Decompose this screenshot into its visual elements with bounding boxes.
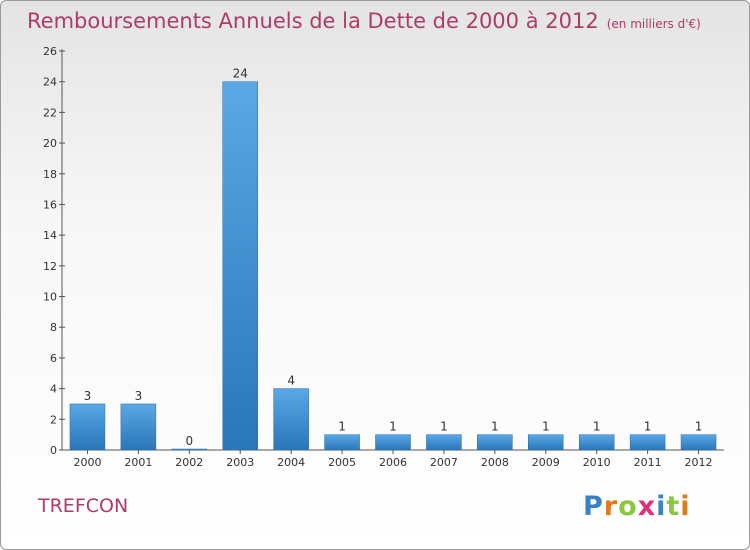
y-tick-label: 6 [50, 352, 57, 365]
x-tick-label: 2011 [634, 456, 662, 469]
data-label: 4 [287, 374, 295, 388]
bar [375, 434, 411, 451]
proxiti-logo: Proxiti [583, 491, 691, 522]
x-tick-label: 2007 [430, 456, 458, 469]
bar [528, 434, 564, 451]
bar [120, 403, 157, 451]
logo-letter: i [680, 491, 691, 522]
logo-letter: t [666, 491, 681, 522]
bar [222, 81, 258, 451]
y-tick-label: 20 [43, 137, 57, 150]
chart-bars [69, 81, 717, 451]
y-tick-label: 26 [43, 45, 57, 58]
x-tick-label: 2010 [583, 456, 611, 469]
commune-name: TREFCON [38, 495, 129, 517]
chart-title: Remboursements Annuels de la Dette de 20… [27, 9, 701, 33]
bar [69, 403, 106, 451]
data-label: 1 [338, 420, 346, 434]
y-tick-label: 10 [43, 291, 57, 304]
data-label: 24 [233, 67, 248, 81]
bar [273, 388, 309, 451]
x-tick-label: 2004 [277, 456, 305, 469]
logo-letter: o [618, 491, 638, 522]
x-tick-label: 2000 [73, 456, 101, 469]
data-label: 1 [695, 420, 703, 434]
x-tick-label: 2009 [532, 456, 560, 469]
x-tick-label: 2001 [124, 456, 152, 469]
y-tick-label: 12 [43, 260, 57, 273]
logo-letter: x [637, 491, 657, 522]
x-tick-label: 2008 [481, 456, 509, 469]
y-tick-label: 24 [43, 76, 57, 89]
data-label: 1 [491, 420, 499, 434]
y-tick-label: 4 [50, 383, 57, 396]
x-tick-label: 2006 [379, 456, 407, 469]
chart-unit: (en milliers d'€) [606, 17, 701, 31]
data-label: 1 [389, 420, 397, 434]
data-label: 3 [135, 389, 143, 403]
y-tick-label: 22 [43, 106, 57, 119]
y-tick-label: 16 [43, 198, 57, 211]
bar [171, 448, 208, 451]
data-label: 1 [542, 420, 550, 434]
bar [578, 434, 615, 451]
logo-letter: r [603, 491, 619, 522]
logo-letter: P [583, 491, 604, 522]
data-label: 0 [185, 434, 193, 448]
bar [629, 434, 666, 451]
x-tick-label: 2012 [685, 456, 713, 469]
chart-labels: 3 2000 3 2001 0 2002 24 2003 4 2004 1 2005 1 2006 1 200… [73, 67, 712, 469]
bar [477, 434, 513, 451]
x-tick-label: 2003 [226, 456, 254, 469]
chart-title-text: Remboursements Annuels de la Dette de 20… [27, 9, 599, 33]
y-tick-label: 14 [43, 229, 57, 242]
data-label: 1 [644, 420, 652, 434]
y-tick-label: 8 [50, 321, 57, 334]
y-tick-label: 0 [50, 444, 57, 457]
bar [680, 434, 717, 451]
x-tick-label: 2005 [328, 456, 356, 469]
y-tick-label: 18 [43, 168, 57, 181]
x-tick-label: 2002 [175, 456, 203, 469]
data-label: 1 [440, 420, 448, 434]
data-label: 1 [593, 420, 601, 434]
y-tick-label: 2 [50, 413, 57, 426]
logo-letter: i [656, 491, 667, 522]
bar [426, 434, 462, 451]
bar [324, 434, 360, 451]
data-label: 3 [84, 389, 92, 403]
